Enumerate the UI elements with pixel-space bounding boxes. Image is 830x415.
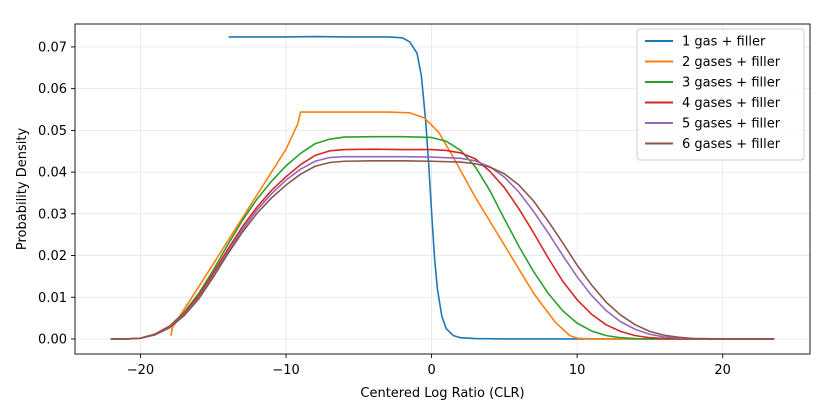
axis-ticks: −20 −10 0 10 20 0.00 0.01 0.02 0.03 0.04 0.05 0.06 0… [38, 40, 731, 378]
series-line-3-gases-filler [110, 135, 775, 340]
legend-label: 6 gases + filler [682, 137, 781, 152]
y-tick-label: 0.03 [38, 207, 67, 222]
legend-label: 4 gases + filler [682, 96, 781, 111]
legend: 1 gas + filler 2 gases + filler 3 gases + … [636, 28, 805, 161]
legend-label: 5 gases + filler [682, 117, 781, 132]
series-line-1-gas-filler [228, 35, 775, 340]
legend-label: 2 gases + filler [682, 55, 781, 70]
x-tick-label: 20 [714, 363, 731, 378]
y-tick-label: 0.07 [38, 40, 67, 55]
series-line-6-gases-filler [110, 160, 775, 340]
series-lines [110, 35, 775, 340]
x-tick-label: 0 [427, 363, 435, 378]
series-line-4-gases-filler [110, 148, 775, 340]
y-tick-label: 0.01 [38, 291, 67, 306]
x-axis-label: Centered Log Ratio (CLR) [360, 386, 524, 401]
y-tick-label: 0.05 [38, 124, 67, 139]
legend-box [636, 28, 805, 161]
y-axis-label: Probability Density [15, 128, 30, 251]
x-tick-label: −10 [272, 363, 299, 378]
series-line-2-gases-filler [170, 111, 775, 340]
x-tick-label: −20 [127, 363, 154, 378]
legend-label: 3 gases + filler [682, 76, 781, 91]
x-tick-label: 10 [569, 363, 586, 378]
plot-frame [74, 23, 811, 355]
y-tick-label: 0.04 [38, 166, 67, 181]
y-tick-label: 0.00 [38, 332, 67, 347]
legend-label: 1 gas + filler [682, 35, 766, 50]
y-tick-label: 0.02 [38, 249, 67, 264]
y-tick-label: 0.06 [38, 82, 67, 97]
